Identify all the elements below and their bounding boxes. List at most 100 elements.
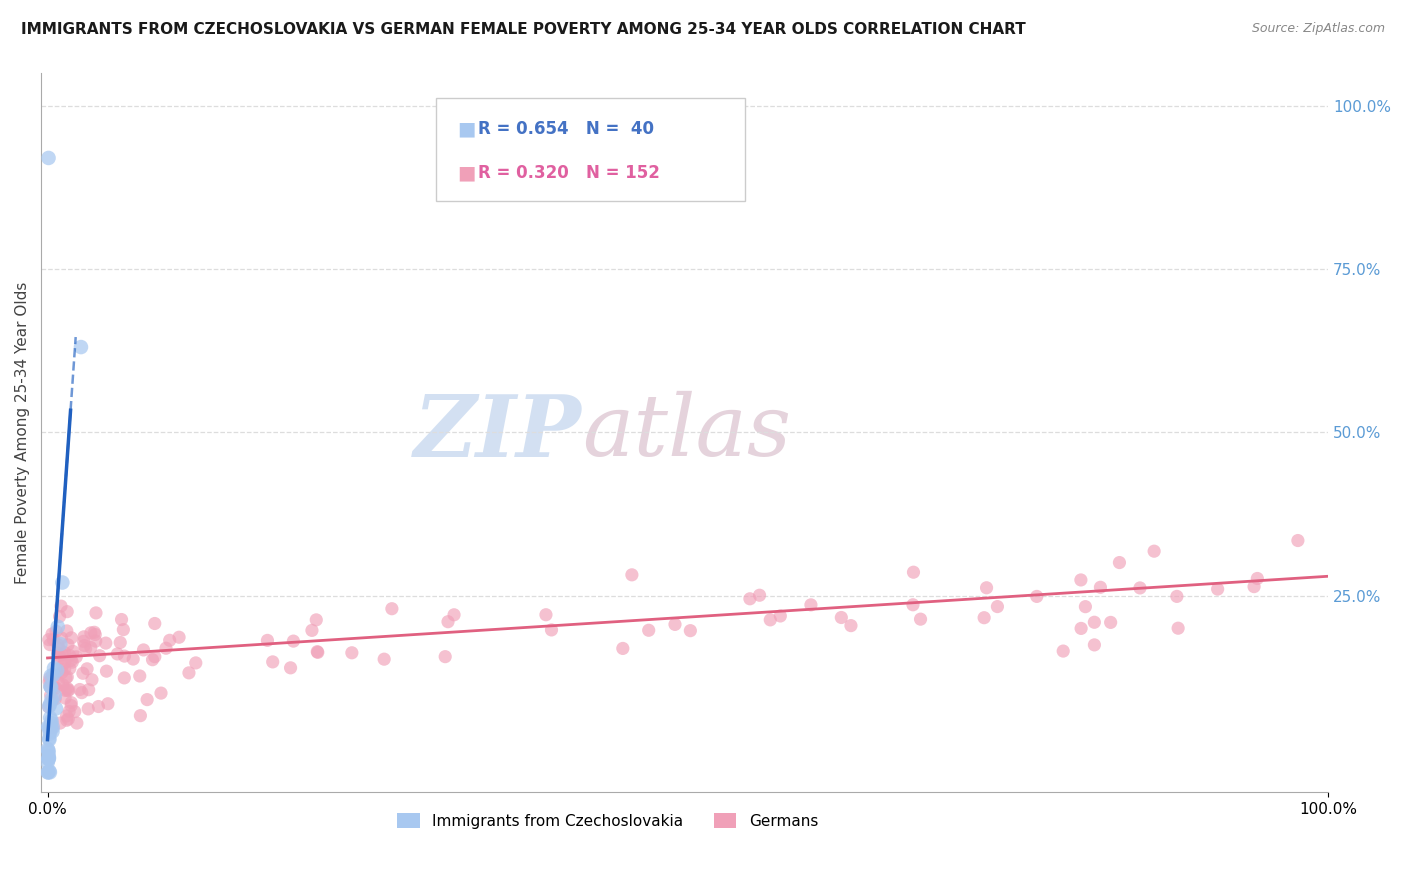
Text: atlas: atlas bbox=[582, 391, 790, 474]
Point bbox=[39, 680, 62, 694]
Point bbox=[38, 726, 60, 740]
Point bbox=[60, 655, 83, 669]
Legend: Immigrants from Czechoslovakia, Germans: Immigrants from Czechoslovakia, Germans bbox=[391, 806, 824, 835]
Point bbox=[38, 732, 60, 747]
Point bbox=[1243, 580, 1265, 594]
Point bbox=[437, 615, 460, 629]
Point bbox=[41, 716, 63, 731]
Point bbox=[55, 709, 77, 723]
Point bbox=[53, 646, 76, 660]
Point bbox=[42, 668, 65, 682]
Point bbox=[89, 648, 111, 663]
Point bbox=[42, 720, 65, 734]
Point bbox=[53, 662, 76, 676]
Point bbox=[184, 656, 207, 670]
Point bbox=[39, 681, 62, 695]
Point bbox=[1099, 615, 1122, 630]
Point bbox=[37, 742, 59, 756]
Point bbox=[51, 665, 73, 680]
Point bbox=[49, 637, 72, 651]
Point bbox=[44, 668, 66, 682]
Point bbox=[759, 613, 782, 627]
Point bbox=[96, 664, 118, 678]
Point bbox=[72, 666, 94, 681]
Point bbox=[60, 631, 83, 645]
Text: ZIP: ZIP bbox=[413, 391, 582, 475]
Point bbox=[1108, 556, 1130, 570]
Point bbox=[39, 680, 62, 694]
Point bbox=[80, 673, 103, 687]
Point bbox=[46, 663, 69, 677]
Text: R = 0.654   N =  40: R = 0.654 N = 40 bbox=[478, 120, 654, 137]
Point bbox=[769, 609, 792, 624]
Point bbox=[37, 751, 59, 765]
Point bbox=[51, 659, 73, 673]
Point bbox=[38, 700, 60, 714]
Point bbox=[76, 662, 98, 676]
Point bbox=[38, 720, 60, 734]
Point bbox=[800, 598, 823, 612]
Point bbox=[53, 683, 76, 698]
Point bbox=[97, 697, 120, 711]
Point bbox=[48, 648, 70, 663]
Point bbox=[56, 638, 79, 652]
Point bbox=[381, 601, 404, 615]
Point bbox=[986, 599, 1008, 614]
Point bbox=[38, 699, 60, 714]
Point bbox=[534, 607, 557, 622]
Point bbox=[1025, 590, 1047, 604]
Point bbox=[46, 646, 69, 660]
Point bbox=[129, 708, 152, 723]
Point bbox=[38, 751, 60, 765]
Text: ■: ■ bbox=[457, 163, 475, 182]
Point bbox=[48, 652, 70, 666]
Point bbox=[434, 649, 457, 664]
Point bbox=[280, 661, 302, 675]
Point bbox=[38, 151, 60, 165]
Point bbox=[373, 652, 395, 666]
Point bbox=[70, 340, 93, 354]
Point bbox=[1083, 615, 1105, 630]
Point bbox=[901, 598, 924, 612]
Point bbox=[37, 743, 59, 757]
Point bbox=[69, 682, 91, 697]
Point bbox=[177, 665, 200, 680]
Point bbox=[1129, 581, 1152, 595]
Point bbox=[52, 678, 75, 692]
Point bbox=[748, 588, 770, 602]
Point bbox=[38, 638, 60, 652]
Point bbox=[1166, 590, 1188, 604]
Point bbox=[51, 648, 73, 662]
Point bbox=[41, 724, 63, 739]
Point bbox=[110, 635, 132, 649]
Point bbox=[620, 567, 643, 582]
Point bbox=[1070, 622, 1092, 636]
Point bbox=[910, 612, 932, 626]
Point bbox=[128, 669, 150, 683]
Point bbox=[167, 630, 190, 644]
Point bbox=[37, 720, 59, 734]
Point bbox=[112, 623, 135, 637]
Point bbox=[80, 625, 103, 640]
Point bbox=[443, 607, 465, 622]
Point bbox=[38, 749, 60, 764]
Point bbox=[62, 644, 84, 658]
Point bbox=[39, 719, 62, 733]
Point bbox=[73, 630, 96, 644]
Point bbox=[41, 693, 63, 707]
Point bbox=[1074, 599, 1097, 614]
Point bbox=[39, 697, 62, 711]
Point bbox=[38, 674, 60, 689]
Point bbox=[41, 721, 63, 735]
Point bbox=[56, 681, 79, 696]
Point bbox=[973, 610, 995, 624]
Point bbox=[58, 712, 80, 726]
Point bbox=[307, 645, 329, 659]
Point bbox=[70, 686, 93, 700]
Point bbox=[1206, 582, 1229, 596]
Point bbox=[66, 716, 89, 731]
Point bbox=[77, 702, 100, 716]
Point bbox=[84, 627, 107, 641]
Point bbox=[49, 716, 72, 731]
Point bbox=[41, 692, 63, 706]
